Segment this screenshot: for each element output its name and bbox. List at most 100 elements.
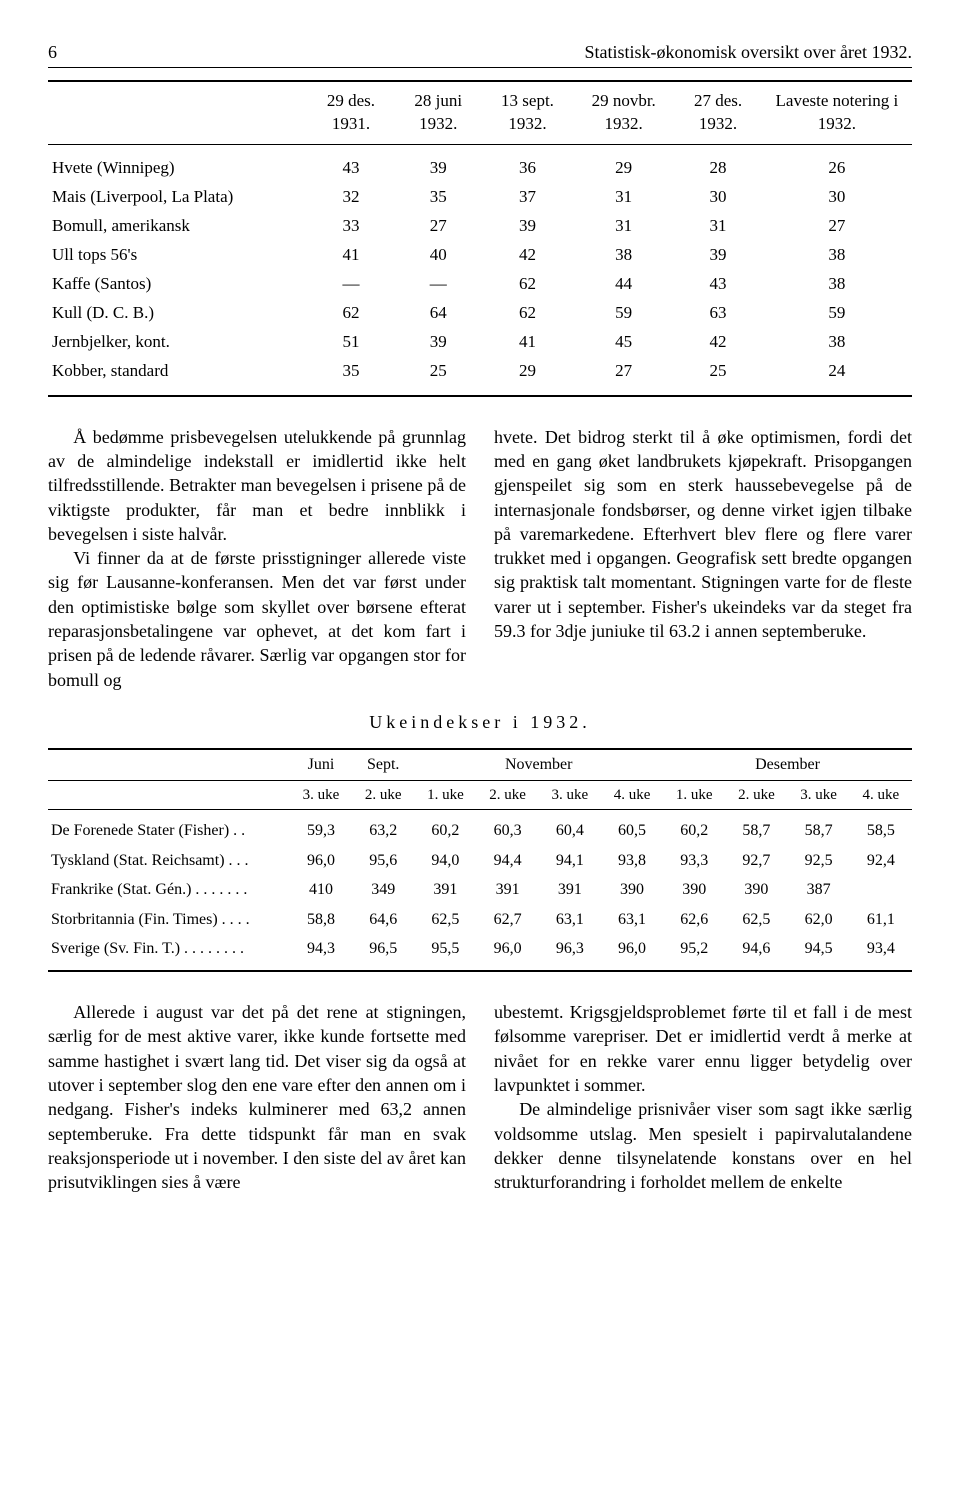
cell-value: 37 [482, 183, 573, 212]
cell-value: 95,2 [663, 934, 725, 971]
table-row: Jernbjelker, kont.513941454238 [48, 328, 912, 357]
cell-value: 30 [674, 183, 762, 212]
cell-value: 391 [539, 875, 601, 905]
cell-value: 38 [762, 328, 912, 357]
cell-value: 64 [395, 299, 482, 328]
cell-value: 41 [307, 241, 395, 270]
row-label: Tyskland (Stat. Reichsamt) . . . [48, 846, 290, 876]
cell-value: 26 [762, 145, 912, 183]
row-label: Sverige (Sv. Fin. T.) . . . . . . . . [48, 934, 290, 971]
cell-value: 62,0 [788, 905, 850, 935]
paragraph: Allerede i august var det på det rene at… [48, 1000, 466, 1194]
cell-value: 63 [674, 299, 762, 328]
cell-value: 35 [307, 357, 395, 396]
table-row: Kobber, standard352529272524 [48, 357, 912, 396]
cell-value: 38 [573, 241, 674, 270]
table-row: Sverige (Sv. Fin. T.) . . . . . . . . 94,… [48, 934, 912, 971]
cell-value: 61,1 [850, 905, 912, 935]
section-title: Ukeindekser i 1932. [48, 710, 912, 734]
paragraph: Vi finner da at de første prisstigninger… [48, 546, 466, 692]
cell-value: 62,6 [663, 905, 725, 935]
cell-value: 96,3 [539, 934, 601, 971]
row-label: Jernbjelker, kont. [48, 328, 307, 357]
column-header: Laveste notering i 1932. [762, 81, 912, 144]
cell-value: 96,0 [477, 934, 539, 971]
cell-value: 43 [674, 270, 762, 299]
column-subheader: 2. uke [477, 780, 539, 809]
column-subheader: 3. uke [539, 780, 601, 809]
cell-value: 94,0 [414, 846, 476, 876]
body-text-block-1: Å bedømme prisbevegelsen utelukkende på … [48, 425, 912, 692]
cell-value: 31 [573, 183, 674, 212]
cell-value: 39 [395, 145, 482, 183]
cell-value: 60,5 [601, 810, 663, 846]
table-row: Frankrike (Stat. Gén.) . . . . . . .4103… [48, 875, 912, 905]
column-subheader: 2. uke [352, 780, 414, 809]
cell-value: 31 [573, 212, 674, 241]
cell-value: 93,8 [601, 846, 663, 876]
cell-value: 94,1 [539, 846, 601, 876]
table-row: Kull (D. C. B.)626462596359 [48, 299, 912, 328]
cell-value: 95,6 [352, 846, 414, 876]
cell-value: 390 [601, 875, 663, 905]
cell-value: 96,5 [352, 934, 414, 971]
cell-value: 58,5 [850, 810, 912, 846]
cell-value: 62 [307, 299, 395, 328]
row-label: Mais (Liverpool, La Plata) [48, 183, 307, 212]
row-label: Hvete (Winnipeg) [48, 145, 307, 183]
cell-value: 58,8 [290, 905, 352, 935]
cell-value: 94,6 [725, 934, 787, 971]
row-label: Kull (D. C. B.) [48, 299, 307, 328]
cell-value: 390 [725, 875, 787, 905]
paragraph: Å bedømme prisbevegelsen utelukkende på … [48, 425, 466, 546]
cell-value: 39 [674, 241, 762, 270]
paragraph: De almindelige prisnivåer viser som sagt… [494, 1097, 912, 1194]
cell-value: 64,6 [352, 905, 414, 935]
page-title: Statistisk-økonomisk oversikt over året … [585, 40, 912, 64]
column-group-header [48, 749, 290, 780]
column-subheader: 2. uke [725, 780, 787, 809]
cell-value: 59,3 [290, 810, 352, 846]
cell-value: 40 [395, 241, 482, 270]
row-label: Storbritannia (Fin. Times) . . . . [48, 905, 290, 935]
row-label: Kobber, standard [48, 357, 307, 396]
cell-value: 59 [762, 299, 912, 328]
cell-value: 28 [674, 145, 762, 183]
column-group-header: Sept. [352, 749, 414, 780]
cell-value: 58,7 [788, 810, 850, 846]
cell-value: 43 [307, 145, 395, 183]
cell-value: 410 [290, 875, 352, 905]
column-subheader: 3. uke [290, 780, 352, 809]
cell-value: 30 [762, 183, 912, 212]
page-number: 6 [48, 40, 57, 64]
cell-value [850, 875, 912, 905]
commodity-price-table: 29 des. 1931.28 juni 1932.13 sept. 1932.… [48, 80, 912, 396]
cell-value: 25 [395, 357, 482, 396]
cell-value: 45 [573, 328, 674, 357]
body-text-block-2: Allerede i august var det på det rene at… [48, 1000, 912, 1194]
cell-value: 41 [482, 328, 573, 357]
cell-value: 36 [482, 145, 573, 183]
column-group-header: November [414, 749, 663, 780]
column-header: 28 juni 1932. [395, 81, 482, 144]
column-group-header: Juni [290, 749, 352, 780]
cell-value: 60,2 [663, 810, 725, 846]
row-label: Bomull, amerikansk [48, 212, 307, 241]
cell-value: 387 [788, 875, 850, 905]
cell-value: — [395, 270, 482, 299]
cell-value: 63,2 [352, 810, 414, 846]
column-subheader: 1. uke [663, 780, 725, 809]
cell-value: — [307, 270, 395, 299]
cell-value: 38 [762, 241, 912, 270]
cell-value: 38 [762, 270, 912, 299]
cell-value: 59 [573, 299, 674, 328]
weekly-index-table: JuniSept.NovemberDesember 3. uke2. uke1.… [48, 748, 912, 972]
cell-value: 60,4 [539, 810, 601, 846]
cell-value: 94,4 [477, 846, 539, 876]
row-label: Kaffe (Santos) [48, 270, 307, 299]
column-subheader: 4. uke [850, 780, 912, 809]
cell-value: 35 [395, 183, 482, 212]
row-label: Ull tops 56's [48, 241, 307, 270]
page-header: 6 Statistisk-økonomisk oversikt over åre… [48, 40, 912, 68]
cell-value: 93,4 [850, 934, 912, 971]
